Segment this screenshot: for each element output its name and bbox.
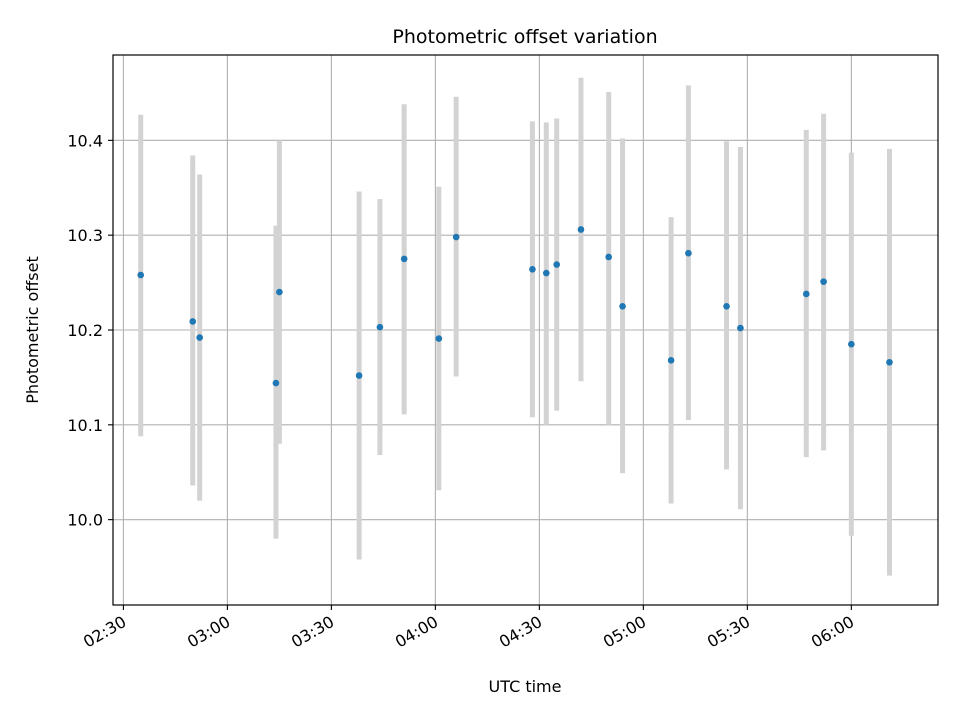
y-axis-label: Photometric offset [23,256,42,404]
data-point [435,335,443,342]
data-point [737,324,744,332]
data-point [542,269,550,277]
chart-title: Photometric offset variation [392,26,657,48]
data-point [272,379,280,387]
data-point [848,340,855,348]
y-axis: 10.0 10.1 10.2 10.3 10.4 [67,131,113,530]
data-points [137,226,893,387]
data-point [605,253,612,261]
data-point [400,255,408,263]
data-point [685,249,692,257]
data-point [452,233,460,241]
data-point [802,290,810,298]
grid [113,55,938,605]
y-tick-label: 10.2 [67,321,103,340]
data-point [137,271,145,279]
data-point [189,318,197,325]
data-point [577,226,585,233]
data-point [376,323,384,331]
y-tick-label: 10.1 [67,416,103,435]
data-point [723,302,730,310]
x-axis-label: UTC time [489,677,562,696]
y-tick-label: 10.3 [67,226,103,245]
data-point [820,278,827,285]
data-point [196,334,203,341]
data-point [276,288,283,296]
y-tick-label: 10.4 [67,131,103,150]
data-point [553,261,560,268]
data-point [355,372,363,379]
data-point [619,302,626,310]
y-tick-label: 10.0 [67,511,103,530]
data-point [667,357,675,364]
data-point [529,266,536,273]
data-point [886,358,893,366]
